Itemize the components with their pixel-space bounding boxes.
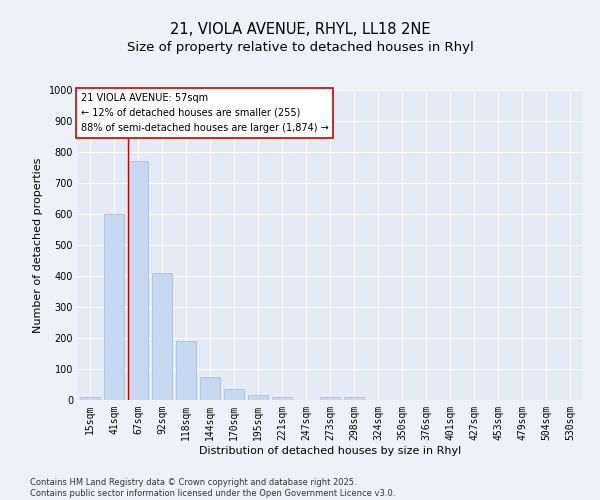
Bar (128, 162, 148, 400)
Bar (152, 273, 172, 400)
Text: 21 VIOLA AVENUE: 57sqm
← 12% of detached houses are smaller (255)
88% of semi-de: 21 VIOLA AVENUE: 57sqm ← 12% of detached… (80, 93, 328, 132)
Bar (224, 389, 244, 400)
Bar (176, 341, 196, 400)
Bar (200, 377, 220, 400)
Bar (80, 397, 100, 400)
Bar (272, 397, 292, 400)
Bar (320, 397, 340, 400)
Bar (344, 397, 364, 400)
Text: Size of property relative to detached houses in Rhyl: Size of property relative to detached ho… (127, 41, 473, 54)
Text: 21, VIOLA AVENUE, RHYL, LL18 2NE: 21, VIOLA AVENUE, RHYL, LL18 2NE (170, 22, 430, 38)
Bar (248, 396, 268, 400)
Y-axis label: Number of detached properties: Number of detached properties (33, 158, 43, 332)
Text: Contains HM Land Registry data © Crown copyright and database right 2025.
Contai: Contains HM Land Registry data © Crown c… (30, 478, 395, 498)
Bar (104, 214, 124, 400)
X-axis label: Distribution of detached houses by size in Rhyl: Distribution of detached houses by size … (199, 446, 461, 456)
